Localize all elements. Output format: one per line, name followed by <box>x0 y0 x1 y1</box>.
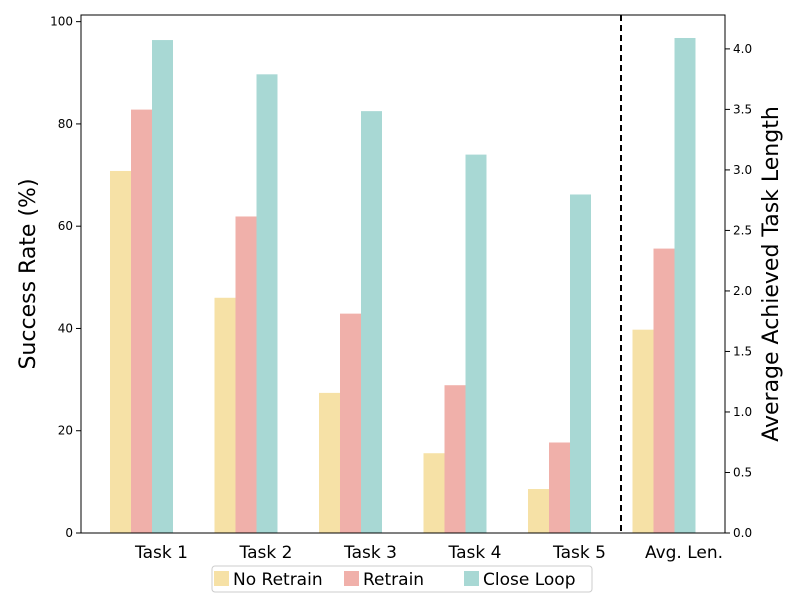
bar-close-loop-task-1 <box>152 40 173 533</box>
legend-label-no-retrain: No Retrain <box>233 570 323 590</box>
bar-retrain-task-5 <box>549 442 570 533</box>
x-tick-label: Task 5 <box>552 543 606 563</box>
left-axis-title: Success Rate (%) <box>16 178 41 369</box>
bar-no-retrain-task-2 <box>214 297 236 533</box>
bar-no-retrain-avg-len <box>632 329 654 533</box>
left-y-axis: 0 20 40 60 80 100 <box>50 15 81 540</box>
right-tick-label: 3.0 <box>733 163 752 177</box>
left-tick-label: 0 <box>65 526 73 540</box>
bar-retrain-task-3 <box>340 313 361 533</box>
bar-no-retrain-task-4 <box>423 453 445 533</box>
bar-retrain-task-1 <box>131 109 152 534</box>
x-tick-label: Task 2 <box>239 543 293 563</box>
legend-box <box>211 565 593 593</box>
legend-swatch-no-retrain <box>214 571 229 586</box>
right-tick-label: 2.5 <box>733 223 752 237</box>
right-tick-label: 1.0 <box>733 405 752 419</box>
x-axis: Task 1 Task 2 Task 3 Task 4 Task 5 Avg. Len. <box>134 543 723 563</box>
bar-no-retrain-task-3 <box>319 392 340 533</box>
left-tick-label: 80 <box>58 117 73 131</box>
legend-swatch-close-loop <box>464 571 479 586</box>
right-y-axis: 0.0 0.5 1.0 1.5 2.0 2.5 3.0 3.5 4.0 <box>725 42 752 540</box>
bar-no-retrain-task-1 <box>110 170 131 533</box>
bar-retrain-task-2 <box>235 216 257 534</box>
bar-close-loop-avg-len <box>674 37 696 533</box>
x-tick-label: Avg. Len. <box>645 543 723 563</box>
bar-retrain-task-4 <box>444 385 466 533</box>
right-tick-label: 2.0 <box>733 284 752 298</box>
right-tick-label: 0.5 <box>733 465 752 479</box>
legend-label-retrain: Retrain <box>363 570 424 590</box>
x-tick-label: Task 3 <box>343 543 397 563</box>
bar-close-loop-task-4 <box>465 154 487 533</box>
x-tick-label: Task 4 <box>448 543 502 563</box>
right-tick-label: 4.0 <box>733 42 752 56</box>
left-tick-label: 20 <box>58 424 73 438</box>
bar-close-loop-task-2 <box>256 74 278 533</box>
right-axis-title: Average Achieved Task Length <box>759 106 784 442</box>
right-tick-label: 3.5 <box>733 102 752 116</box>
right-tick-label: 1.5 <box>733 344 752 358</box>
bar-retrain-avg-len <box>653 248 675 533</box>
left-tick-label: 100 <box>50 15 73 29</box>
left-tick-label: 40 <box>58 321 73 335</box>
bar-no-retrain-task-5 <box>528 489 549 533</box>
bars-layer <box>110 37 696 534</box>
left-tick-label: 60 <box>58 219 73 233</box>
legend-label-close-loop: Close Loop <box>483 570 575 590</box>
plot-frame <box>80 14 726 534</box>
bar-close-loop-task-5 <box>570 194 591 534</box>
legend-swatch-retrain <box>344 571 359 586</box>
right-tick-label: 0.0 <box>733 526 752 540</box>
x-tick-label: Task 1 <box>134 543 188 563</box>
legend: No Retrain Retrain Close Loop <box>211 565 593 593</box>
bar-close-loop-task-3 <box>361 111 382 534</box>
